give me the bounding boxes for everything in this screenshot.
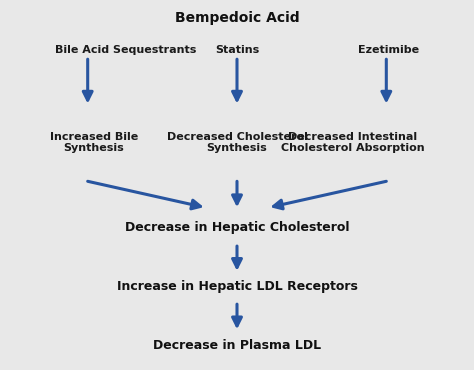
Text: Increased Bile
Synthesis: Increased Bile Synthesis — [50, 132, 138, 153]
Text: Statins: Statins — [215, 45, 259, 55]
Text: Bempedoic Acid: Bempedoic Acid — [175, 11, 299, 25]
Text: Ezetimibe: Ezetimibe — [358, 45, 419, 55]
Text: Decrease in Hepatic Cholesterol: Decrease in Hepatic Cholesterol — [125, 221, 349, 234]
Text: Decreased Intestinal
Cholesterol Absorption: Decreased Intestinal Cholesterol Absorpt… — [281, 132, 424, 153]
Text: Decreased Cholesterol
Synthesis: Decreased Cholesterol Synthesis — [166, 132, 308, 153]
Text: Decrease in Plasma LDL: Decrease in Plasma LDL — [153, 339, 321, 353]
Text: Increase in Hepatic LDL Receptors: Increase in Hepatic LDL Receptors — [117, 280, 357, 293]
Text: Bile Acid Sequestrants: Bile Acid Sequestrants — [55, 45, 196, 55]
